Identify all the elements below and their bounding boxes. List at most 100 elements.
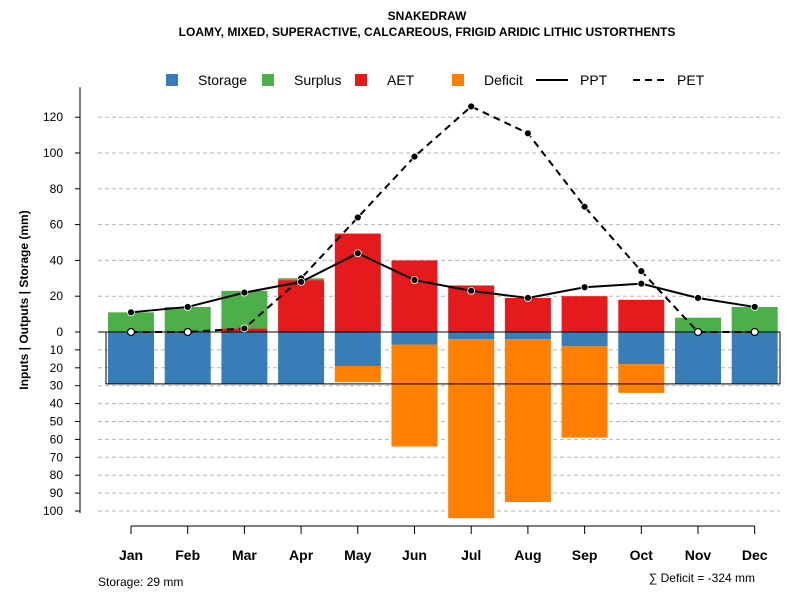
bar-deficit-sep [561,346,608,438]
y-tick-label-0: 0 [56,325,63,339]
point-pet-sep [580,202,589,211]
point-pet-dec [750,327,759,337]
bar-storage-jul [448,332,495,340]
x-tick-label-oct: Oct [630,547,654,563]
bar-storage-jun [391,332,438,345]
bar-storage-jan [108,332,154,384]
x-tick-label-dec: Dec [742,547,768,563]
legend-ppt-label: PPT [580,72,608,88]
bar-storage-mar [221,332,268,384]
y-tick-label-20: 20 [50,289,64,303]
y-tick-label-neg-30: 30 [50,379,64,393]
x-tick-label-aug: Aug [514,547,541,563]
bar-deficit-aug [504,339,551,503]
legend-deficit-swatch [452,74,464,86]
y-tick-label-neg-10: 10 [50,343,64,357]
point-pet-jan [126,327,136,337]
bar-storage-aug [504,332,551,340]
point-ppt-dec [750,303,759,311]
axes: 0 20 40 60 80 100 120 10 20 30 40 50 60 70 80 90 100 Jan F… [43,87,768,563]
series-lines [126,102,759,337]
legend-aet-swatch [355,74,367,86]
x-tick-label-apr: Apr [289,547,314,563]
legend-surplus-label: Surplus [294,72,341,88]
bar-aet-oct [618,299,665,332]
point-ppt-apr [297,277,306,286]
deficit-sum-note: ∑ Deficit = -324 mm [649,571,755,585]
bar-deficit-jul [448,339,495,519]
y-tick-label-80: 80 [50,182,64,196]
y-tick-label-neg-100: 100 [43,504,63,518]
legend-aet-label: AET [387,72,415,88]
point-ppt-aug [524,294,532,302]
gridlines [98,116,780,512]
bar-storage-dec [731,332,778,384]
x-tick-label-feb: Feb [175,547,200,563]
y-tick-label-100: 100 [43,146,63,160]
x-tick-label-jan: Jan [119,547,143,563]
point-ppt-nov [694,294,702,302]
bar-surplus-dec [731,306,778,332]
point-pet-mar [240,324,249,333]
bar-aet-apr [278,280,325,332]
point-ppt-jul [467,286,476,295]
point-pet-jul [467,102,476,111]
y-tick-label-neg-50: 50 [50,415,64,429]
point-pet-nov [693,327,703,337]
point-ppt-sep [580,283,589,292]
bar-aet-aug [504,297,551,332]
legend: Storage Surplus AET Deficit PPT PET [166,72,705,88]
chart-subtitle: LOAMY, MIXED, SUPERACTIVE, CALCAREOUS, F… [179,25,676,39]
legend-storage-swatch [166,74,178,86]
storage-note: Storage: 29 mm [98,575,183,589]
chart-title: SNAKEDRAW [388,9,467,23]
point-ppt-mar [240,288,249,297]
point-pet-jun [410,152,419,161]
y-tick-label-neg-70: 70 [50,450,64,464]
bar-surplus-jan [108,312,154,332]
bar-aet-may [334,233,381,332]
y-tick-label-neg-80: 80 [50,468,64,482]
legend-deficit-label: Deficit [484,72,523,88]
bar-surplus-nov [675,317,721,332]
bar-deficit-jun [391,344,438,447]
bar-storage-sep [561,332,608,347]
x-tick-label-nov: Nov [685,547,712,563]
point-pet-oct [637,267,646,276]
bars [98,233,781,519]
point-ppt-jan [127,308,135,317]
y-tick-label-neg-20: 20 [50,361,64,375]
x-tick-label-mar: Mar [232,547,257,563]
legend-surplus-swatch [262,74,274,86]
line-ppt [130,252,755,314]
y-tick-label-60: 60 [50,218,64,232]
y-tick-label-neg-90: 90 [50,486,64,500]
bar-deficit-may [334,366,381,383]
point-pet-feb [183,327,192,337]
bar-deficit-oct [618,364,665,393]
bar-aet-sep [561,296,608,332]
point-pet-may [353,213,362,222]
point-ppt-may [353,249,362,258]
line-pet [131,105,755,333]
x-tick-label-may: May [344,547,371,563]
y-tick-label-neg-60: 60 [50,432,64,446]
y-axis-label: Inputs | Outputs | Storage (mm) [17,210,31,389]
point-ppt-oct [637,279,646,288]
point-ppt-feb [183,303,192,311]
point-pet-aug [524,129,532,138]
bar-storage-nov [675,332,721,384]
bar-surplus-feb [164,306,211,332]
bar-storage-may [334,332,381,367]
bar-aet-jun [391,260,438,332]
x-tick-label-sep: Sep [572,547,598,563]
point-ppt-jun [410,276,419,284]
legend-pet-label: PET [677,72,705,88]
bar-storage-apr [278,332,325,384]
x-tick-label-jul: Jul [461,547,481,563]
x-tick-label-jun: Jun [402,547,427,563]
bar-storage-feb [164,332,211,384]
legend-storage-label: Storage [198,72,247,88]
y-tick-label-40: 40 [50,253,64,267]
